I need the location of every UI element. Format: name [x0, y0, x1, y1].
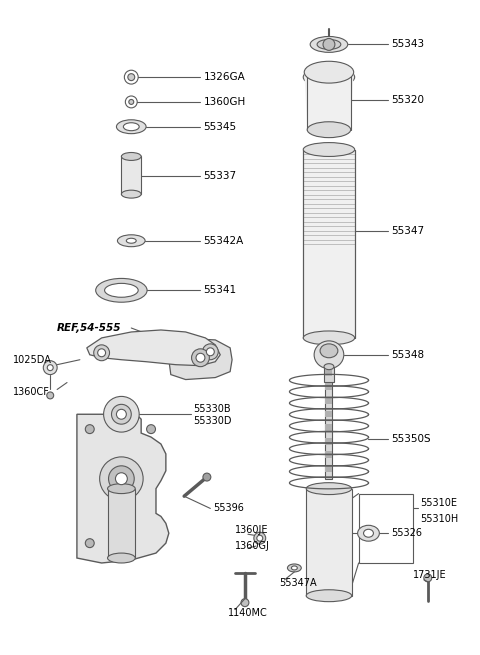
Ellipse shape — [121, 190, 141, 198]
Circle shape — [128, 73, 135, 81]
Circle shape — [254, 533, 266, 544]
Bar — [325, 369, 333, 377]
Circle shape — [47, 392, 54, 399]
Text: 55320: 55320 — [391, 95, 424, 105]
Text: 1140MC: 1140MC — [228, 608, 268, 618]
Bar — [359, 494, 413, 563]
Bar — [324, 367, 334, 382]
Bar — [121, 157, 141, 194]
Ellipse shape — [317, 39, 341, 49]
Circle shape — [257, 535, 263, 541]
Text: 55330D: 55330D — [193, 416, 232, 426]
Text: 55342A: 55342A — [204, 236, 244, 246]
Circle shape — [206, 348, 214, 356]
Ellipse shape — [314, 341, 344, 369]
Circle shape — [97, 349, 106, 357]
Circle shape — [323, 39, 335, 50]
Polygon shape — [169, 338, 232, 379]
Ellipse shape — [108, 483, 135, 494]
Text: 1326GA: 1326GA — [204, 72, 245, 82]
Circle shape — [241, 599, 249, 607]
Circle shape — [117, 409, 126, 419]
Polygon shape — [77, 414, 169, 563]
Circle shape — [196, 353, 205, 362]
Ellipse shape — [303, 331, 355, 345]
Text: 55310H: 55310H — [420, 514, 458, 525]
Circle shape — [100, 457, 143, 500]
Circle shape — [47, 365, 53, 371]
Bar — [325, 424, 333, 431]
Bar — [108, 489, 135, 558]
Bar — [325, 397, 333, 403]
Bar — [325, 411, 333, 417]
Circle shape — [146, 424, 156, 434]
Text: 1360JE: 1360JE — [235, 525, 268, 535]
Bar — [325, 383, 333, 390]
Text: 55330B: 55330B — [193, 404, 231, 415]
Bar — [325, 465, 333, 472]
Text: REF,54-555: REF,54-555 — [57, 323, 121, 333]
Text: 55350S: 55350S — [391, 434, 431, 444]
Ellipse shape — [363, 529, 373, 537]
Text: 55326: 55326 — [391, 528, 422, 538]
Ellipse shape — [324, 364, 334, 369]
Ellipse shape — [291, 566, 297, 570]
Circle shape — [94, 345, 109, 361]
Circle shape — [125, 96, 137, 108]
Ellipse shape — [303, 143, 355, 157]
Polygon shape — [87, 330, 220, 365]
Text: 1025DA: 1025DA — [12, 355, 51, 365]
Circle shape — [424, 574, 432, 582]
Text: 55396: 55396 — [213, 504, 244, 514]
Ellipse shape — [310, 37, 348, 52]
Ellipse shape — [105, 284, 138, 297]
Text: 55337: 55337 — [204, 172, 237, 181]
Ellipse shape — [117, 120, 146, 134]
Ellipse shape — [358, 525, 379, 541]
Circle shape — [85, 424, 94, 434]
Circle shape — [116, 473, 127, 485]
Ellipse shape — [307, 122, 351, 138]
Circle shape — [129, 100, 134, 104]
Circle shape — [108, 466, 134, 492]
Circle shape — [85, 538, 94, 548]
Ellipse shape — [303, 67, 355, 87]
Ellipse shape — [306, 483, 352, 495]
Text: 55341: 55341 — [204, 286, 237, 295]
Ellipse shape — [96, 278, 147, 302]
Bar — [325, 438, 333, 445]
Ellipse shape — [288, 564, 301, 572]
Circle shape — [111, 404, 131, 424]
Text: 1360GJ: 1360GJ — [235, 541, 270, 551]
Ellipse shape — [108, 553, 135, 563]
Text: 55347: 55347 — [391, 226, 424, 236]
Text: 55347A: 55347A — [279, 578, 317, 588]
Bar — [325, 451, 333, 458]
Bar — [306, 489, 352, 595]
Ellipse shape — [118, 234, 145, 247]
Circle shape — [203, 344, 218, 360]
Ellipse shape — [306, 590, 352, 602]
Circle shape — [43, 361, 57, 375]
Circle shape — [104, 396, 139, 432]
Bar — [325, 369, 333, 479]
Text: 55310E: 55310E — [420, 498, 457, 508]
Bar — [303, 149, 355, 338]
Ellipse shape — [126, 238, 136, 243]
Text: 1731JE: 1731JE — [413, 570, 446, 580]
Text: 55343: 55343 — [391, 39, 424, 49]
Ellipse shape — [121, 153, 141, 160]
Polygon shape — [304, 70, 354, 130]
Ellipse shape — [320, 344, 338, 358]
Text: 55345: 55345 — [204, 122, 237, 132]
Circle shape — [192, 349, 209, 367]
Ellipse shape — [304, 62, 354, 83]
Text: 1360GH: 1360GH — [204, 97, 246, 107]
Circle shape — [203, 473, 211, 481]
Text: 1360CF: 1360CF — [12, 388, 49, 398]
Ellipse shape — [123, 122, 139, 131]
Circle shape — [124, 70, 138, 84]
Text: 55348: 55348 — [391, 350, 424, 360]
